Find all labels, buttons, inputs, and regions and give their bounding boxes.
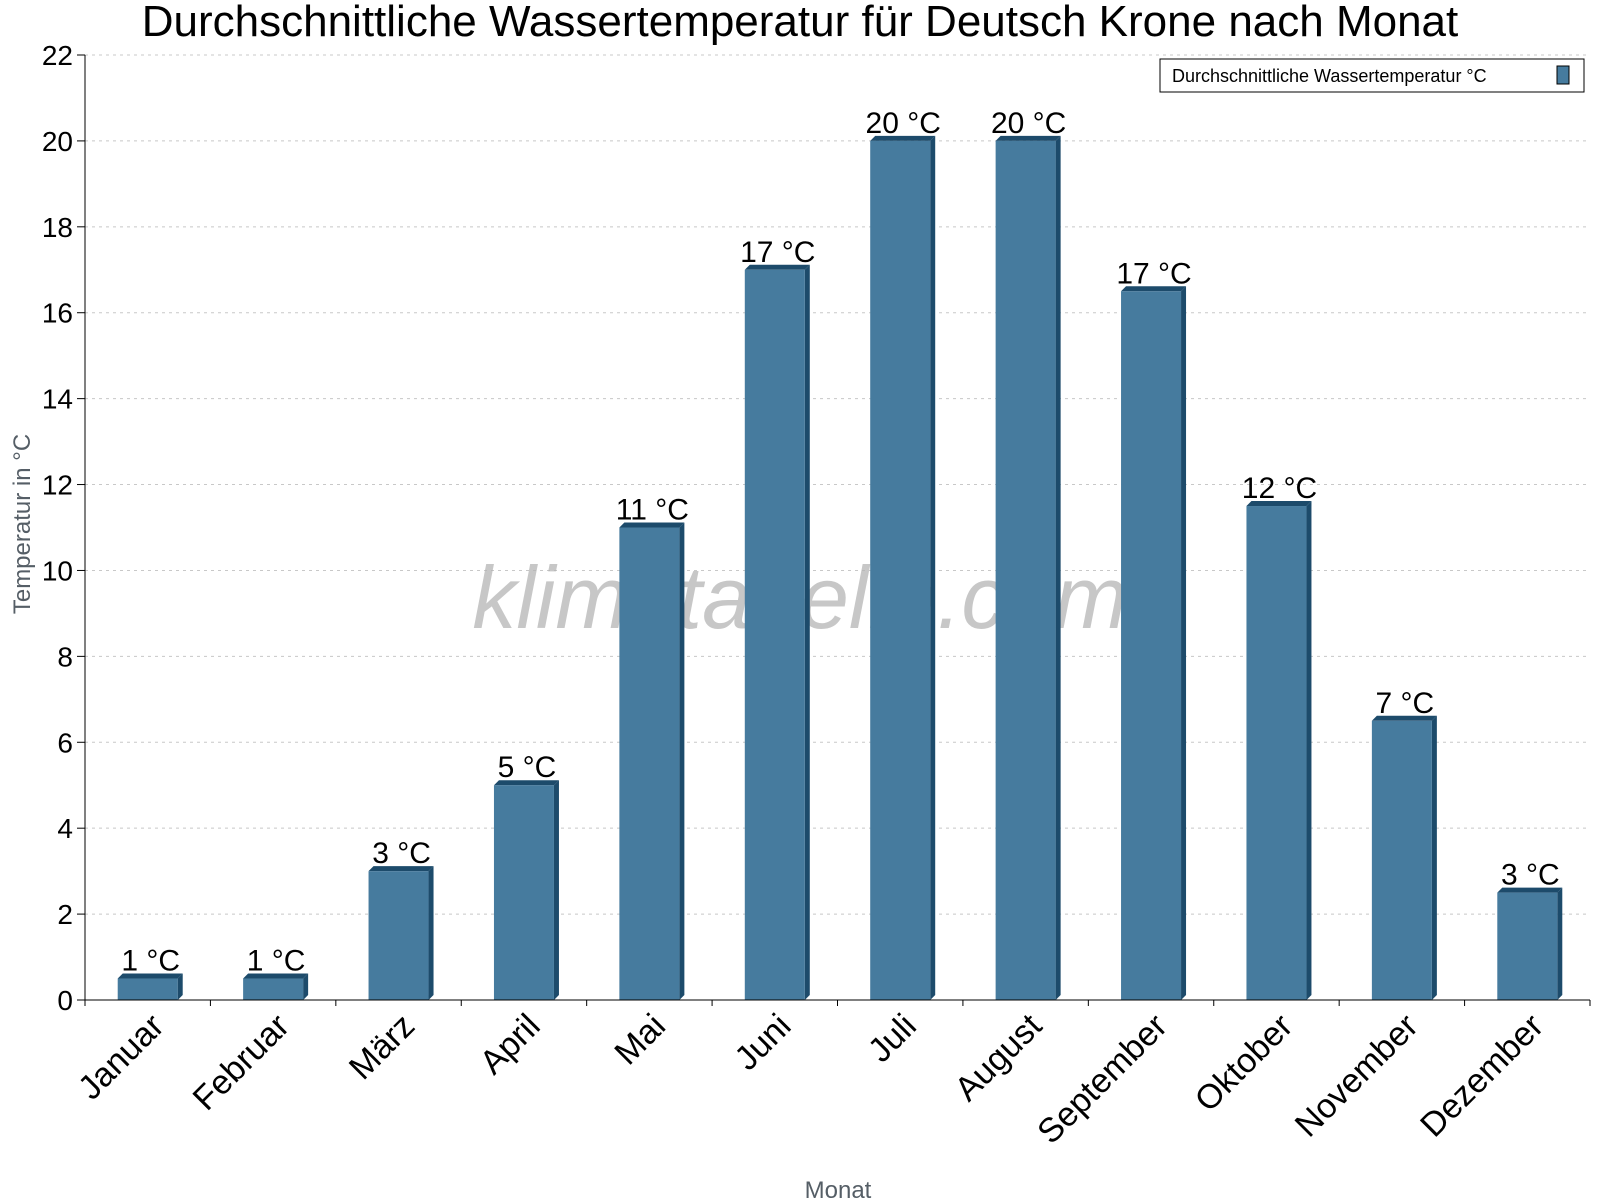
data-label: 7 °C: [1376, 687, 1435, 720]
bar: [744, 269, 805, 1001]
bar: [619, 527, 680, 1000]
x-tick-label: April: [473, 1007, 548, 1082]
x-ticks: Januar Februar März April Mai Juni Juli AugustS…: [71, 1000, 1591, 1151]
data-label: 5 °C: [498, 751, 557, 784]
legend-swatch: [1556, 65, 1570, 85]
y-tick-label: 20: [42, 126, 73, 157]
y-tick-label: 6: [57, 727, 73, 758]
bar-top: [1497, 887, 1563, 893]
bar-side: [804, 264, 810, 1001]
bar-side: [1055, 135, 1061, 1001]
y-ticks: 0 2 4 6 8 10 12 14 16 18 20 22: [42, 40, 85, 1016]
bar: [1121, 291, 1182, 1000]
bar-top: [619, 522, 685, 528]
y-tick-label: 8: [57, 641, 73, 672]
legend-box: [1159, 58, 1585, 93]
bar-top: [744, 264, 810, 270]
y-tick-label: 18: [42, 212, 73, 243]
bars: [117, 135, 1563, 1001]
grid-lines: [85, 54, 1590, 915]
data-label: 20 °C: [866, 107, 941, 140]
x-tick-label: Oktober: [1188, 1007, 1300, 1119]
data-label: 11 °C: [616, 494, 689, 527]
bar-side: [428, 866, 434, 1000]
bar: [117, 978, 178, 1000]
bar-top: [1121, 286, 1187, 292]
bar-top: [870, 135, 936, 141]
y-tick-label: 4: [57, 813, 73, 844]
x-tick-label: März: [342, 1007, 422, 1087]
y-tick-label: 14: [42, 384, 73, 415]
x-tick-label: September: [1030, 1007, 1174, 1151]
x-tick-label: Januar: [71, 1007, 171, 1107]
x-tick-label: Dezember: [1413, 1007, 1551, 1145]
bar: [1497, 892, 1558, 1000]
bar: [870, 140, 931, 1001]
bar-top: [368, 866, 434, 872]
y-tick-label: 12: [42, 470, 73, 501]
bar-side: [303, 973, 309, 1000]
bar-top: [493, 780, 559, 786]
x-tick-label: Juni: [727, 1007, 798, 1078]
bar-top: [117, 973, 183, 979]
bar-top: [1371, 715, 1437, 721]
bar-side: [1306, 501, 1312, 1000]
bar: [1371, 720, 1432, 1000]
y-tick-label: 22: [42, 40, 73, 71]
bar: [368, 871, 429, 1000]
data-label: 17 °C: [1116, 257, 1191, 290]
bar-top: [995, 135, 1061, 141]
data-label: 3 °C: [1501, 859, 1560, 892]
data-label: 1 °C: [121, 945, 180, 978]
bar-side: [1431, 715, 1437, 1000]
y-tick-label: 2: [57, 899, 73, 930]
axes: [84, 55, 1590, 1001]
bar: [493, 785, 554, 1000]
x-axis-label: Monat: [805, 1177, 872, 1200]
legend: Durchschnittliche Wassertemperatur °C: [1159, 58, 1585, 93]
y-tick-label: 16: [42, 298, 73, 329]
data-label: 12 °C: [1242, 472, 1317, 505]
bar-side: [1181, 286, 1187, 1000]
bar-side: [679, 522, 685, 1000]
bar: [995, 140, 1056, 1001]
data-label: 1 °C: [247, 945, 306, 978]
data-label: 17 °C: [740, 236, 815, 269]
bar-top: [1246, 501, 1312, 507]
x-tick-label: Juli: [861, 1007, 924, 1070]
y-tick-label: 0: [57, 985, 73, 1016]
data-label: 3 °C: [372, 837, 431, 870]
data-label: 20 °C: [991, 107, 1066, 140]
bar-side: [177, 973, 183, 1000]
x-tick-label: August: [948, 1006, 1050, 1108]
x-tick-label: November: [1288, 1007, 1426, 1145]
bar-top: [243, 973, 309, 979]
data-labels: 1 °C 1 °C 3 °C 5 °C 11 °C 17 °C 20 °C 20 °C 17 °…: [121, 107, 1559, 978]
bar-side: [553, 780, 559, 1000]
chart-title: Durchschnittliche Wassertemperatur für D…: [142, 0, 1459, 46]
bar-side: [1557, 887, 1563, 1000]
y-tick-label: 10: [42, 555, 73, 586]
bar: [243, 978, 304, 1000]
legend-label: Durchschnittliche Wassertemperatur °C: [1172, 66, 1487, 86]
bar: [1246, 506, 1307, 1000]
bar-side: [930, 135, 936, 1001]
y-axis-label: Temperatur in °C: [9, 434, 36, 614]
x-tick-label: Februar: [186, 1007, 297, 1118]
x-tick-label: Mai: [607, 1007, 673, 1073]
